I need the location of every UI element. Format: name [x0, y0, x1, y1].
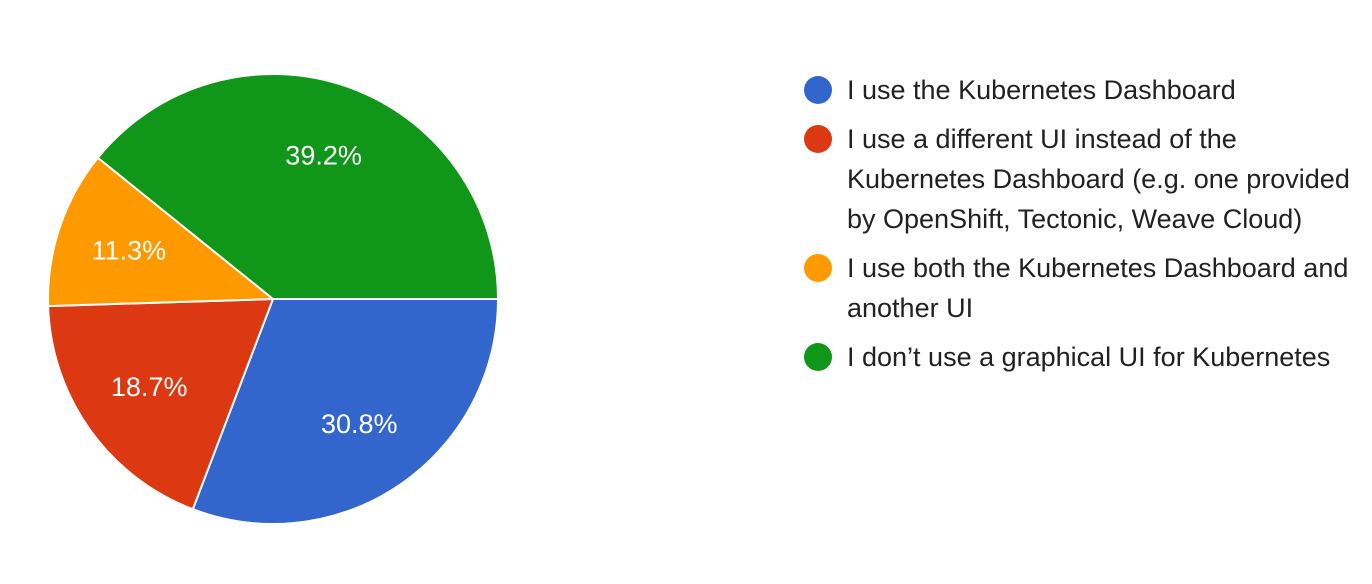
- pie-chart: 30.8% 18.7% 11.3% 39.2%: [47, 73, 500, 525]
- legend-swatch: [804, 125, 832, 153]
- pie-slice-label-different-ui: 18.7%: [111, 372, 188, 402]
- pie-slice-label-kubernetes-dashboard: 30.8%: [321, 409, 398, 439]
- pie-slice-labels: 30.8% 18.7% 11.3% 39.2%: [92, 141, 398, 440]
- legend-item-kubernetes-dashboard: I use the Kubernetes Dashboard: [804, 70, 1364, 110]
- pie-slice-no-graphical-ui: [96, 73, 500, 300]
- legend-item-no-graphical-ui: I don’t use a graphical UI for Kubernete…: [804, 337, 1364, 377]
- legend-item-different-ui: I use a different UI instead of the Kube…: [804, 119, 1364, 239]
- legend-label: I use a different UI instead of the Kube…: [847, 124, 1350, 234]
- legend-swatch: [804, 343, 832, 371]
- pie-slice-label-no-graphical-ui: 39.2%: [285, 141, 362, 171]
- legend-label: I use the Kubernetes Dashboard: [847, 75, 1236, 105]
- pie-slice-different-ui: [47, 297, 275, 511]
- chart-legend: I use the Kubernetes Dashboard I use a di…: [804, 70, 1364, 386]
- pie-slice-label-both-uis: 11.3%: [92, 236, 167, 266]
- legend-item-both-uis: I use both the Kubernetes Dashboard and …: [804, 248, 1364, 328]
- legend-swatch: [804, 76, 832, 104]
- pie-slice-both-uis: [47, 156, 276, 308]
- legend-swatch: [804, 254, 832, 282]
- legend-label: I don’t use a graphical UI for Kubernete…: [847, 342, 1331, 372]
- pie-slices: [47, 73, 500, 525]
- legend-label: I use both the Kubernetes Dashboard and …: [847, 253, 1349, 323]
- pie-slice-kubernetes-dashboard: [191, 298, 500, 525]
